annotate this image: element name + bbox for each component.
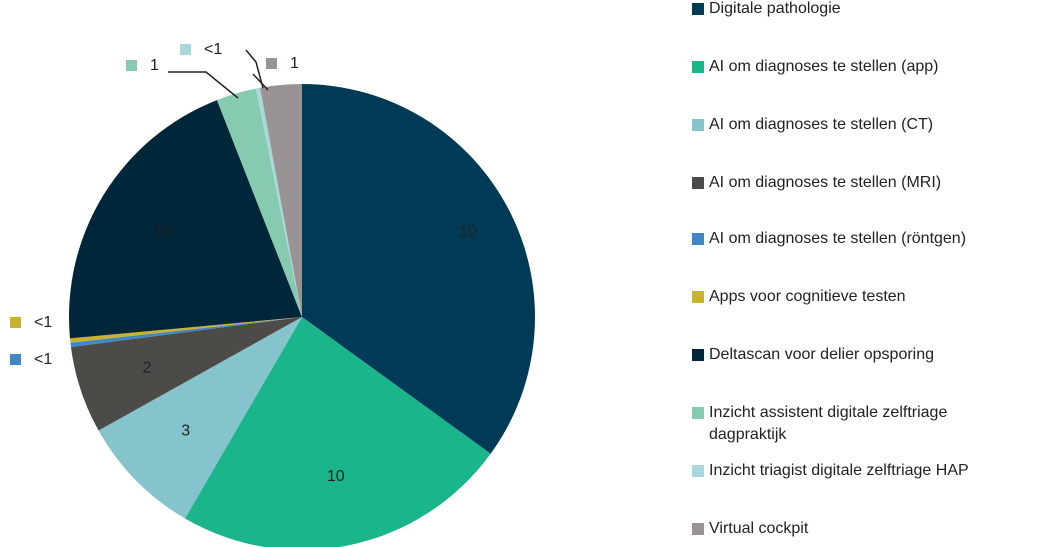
data-label: 1 bbox=[150, 57, 159, 74]
data-label: 10 bbox=[459, 224, 477, 241]
legend-item: Virtual cockpit bbox=[692, 518, 1022, 540]
leader-line bbox=[245, 49, 264, 89]
legend-swatch bbox=[692, 465, 704, 477]
label-swatch bbox=[126, 60, 137, 71]
data-label: 10 bbox=[327, 468, 345, 485]
leader-line bbox=[252, 73, 269, 91]
label-swatch bbox=[180, 44, 191, 55]
leader-line bbox=[168, 71, 239, 99]
legend-label: Deltascan voor delier opsporing bbox=[709, 346, 935, 363]
pie-slice bbox=[255, 87, 302, 318]
legend-label: AI om diagnoses te stellen (MRI) bbox=[709, 174, 942, 191]
legend-label: Inzicht assistent digitale zelftriage da… bbox=[709, 404, 948, 443]
data-label: <1 bbox=[204, 41, 222, 58]
legend-swatch bbox=[692, 291, 704, 303]
pie-slice bbox=[216, 88, 302, 317]
legend-swatch bbox=[692, 177, 704, 189]
data-label: 2 bbox=[143, 359, 152, 376]
legend-item: Inzicht triagist digitale zelftriage HAP bbox=[692, 460, 1022, 482]
legend-item: AI om diagnoses te stellen (röntgen) bbox=[692, 228, 1022, 250]
data-label: <1 bbox=[34, 314, 52, 331]
pie-slice bbox=[302, 84, 536, 454]
legend-label: Virtual cockpit bbox=[709, 520, 809, 537]
legend-label: AI om diagnoses te stellen (app) bbox=[709, 58, 939, 75]
label-swatch bbox=[266, 58, 277, 69]
legend-label: Apps voor cognitieve testen bbox=[709, 288, 906, 305]
legend-swatch bbox=[692, 233, 704, 245]
legend-item: Apps voor cognitieve testen bbox=[692, 286, 1022, 308]
data-label: <1 bbox=[34, 351, 52, 368]
legend-item: AI om diagnoses te stellen (app) bbox=[692, 56, 1022, 78]
legend-swatch bbox=[692, 349, 704, 361]
data-label: 10 bbox=[154, 223, 172, 240]
pie-slice bbox=[260, 84, 302, 317]
legend-swatch bbox=[692, 61, 704, 73]
pie-slice bbox=[184, 317, 491, 547]
legend-label: Digitale pathologie bbox=[709, 0, 841, 17]
legend-item: AI om diagnoses te stellen (MRI) bbox=[692, 172, 1022, 194]
legend-label: Inzicht triagist digitale zelftriage HAP bbox=[709, 462, 969, 479]
legend-swatch bbox=[692, 119, 704, 131]
label-swatch bbox=[10, 354, 21, 365]
label-swatch bbox=[10, 317, 21, 328]
pie-slice bbox=[98, 317, 302, 519]
legend-label: AI om diagnoses te stellen (CT) bbox=[709, 116, 934, 133]
legend-swatch bbox=[692, 407, 704, 419]
legend-item: Deltascan voor delier opsporing bbox=[692, 344, 1022, 366]
legend-item: Inzicht assistent digitale zelftriage da… bbox=[692, 402, 1022, 446]
pie-slice bbox=[70, 317, 302, 348]
legend-swatch bbox=[692, 523, 704, 535]
legend-item: Digitale pathologie bbox=[692, 0, 1022, 20]
pie-slice bbox=[69, 317, 302, 343]
data-label: 3 bbox=[181, 423, 190, 440]
pie-slice bbox=[70, 317, 302, 431]
legend-swatch bbox=[692, 3, 704, 15]
legend-item: AI om diagnoses te stellen (CT) bbox=[692, 114, 1022, 136]
pie-slice bbox=[69, 100, 302, 339]
data-label: 1 bbox=[290, 55, 299, 72]
legend-label: AI om diagnoses te stellen (röntgen) bbox=[709, 230, 967, 247]
